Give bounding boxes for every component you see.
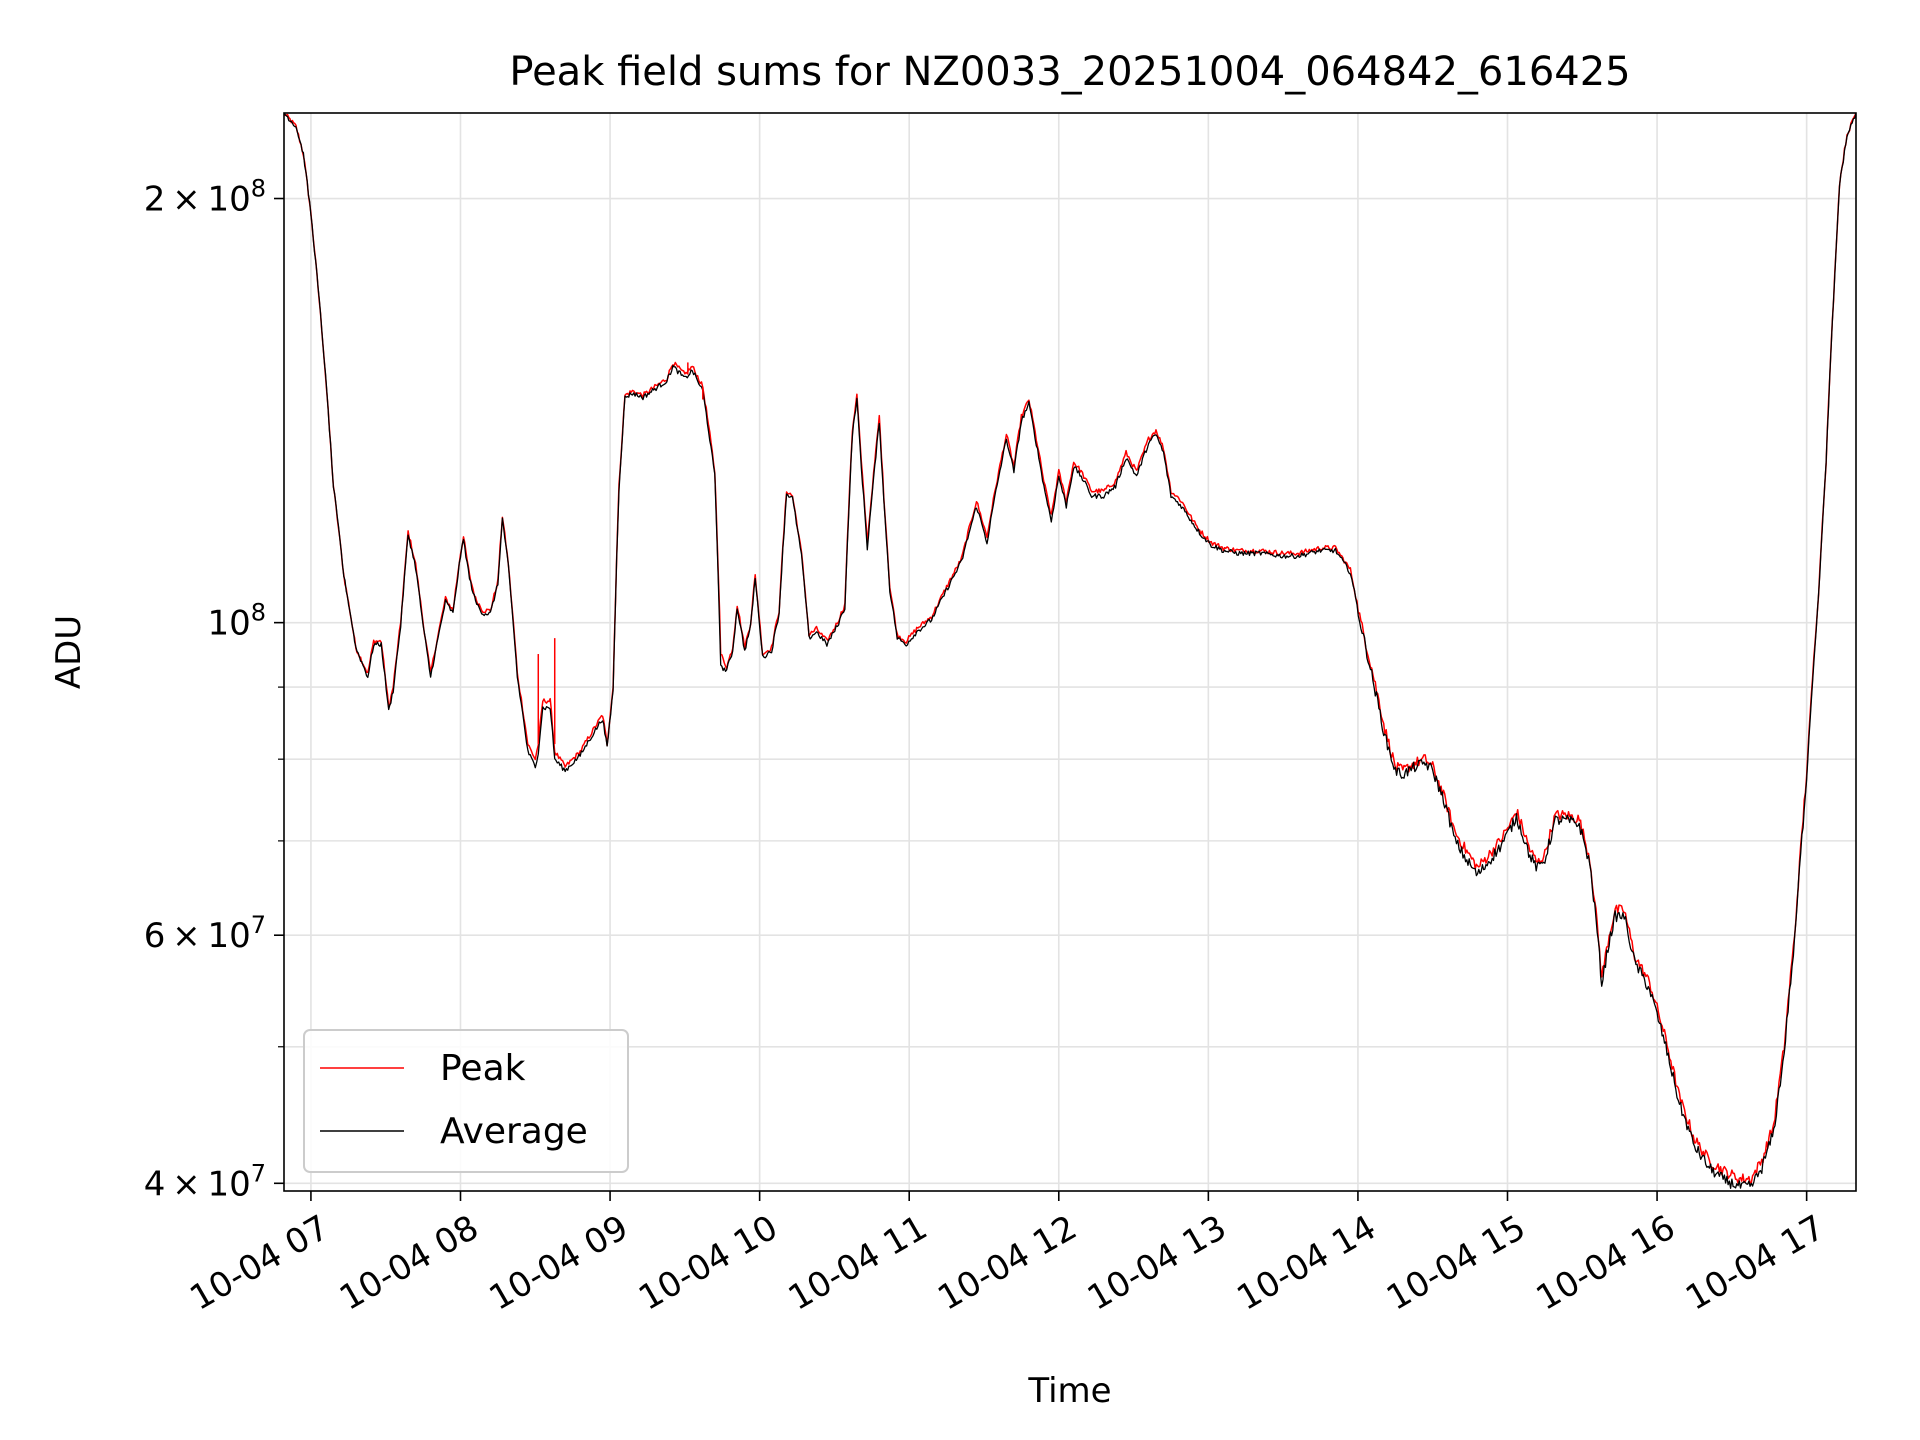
y-tick-label: 2 × 108 bbox=[144, 175, 266, 220]
legend-label-peak: Peak bbox=[440, 1048, 526, 1089]
y-axis-label: ADU bbox=[49, 615, 89, 689]
y-tick-label: 6 × 107 bbox=[144, 911, 266, 956]
series-layer bbox=[284, 113, 1856, 1189]
x-axis-label: Time bbox=[1027, 1371, 1111, 1411]
y-tick-label: 4 × 107 bbox=[144, 1159, 266, 1204]
plot-frame bbox=[283, 112, 1857, 1192]
legend-label-average: Average bbox=[440, 1111, 588, 1152]
y-tick-label: 108 bbox=[207, 599, 266, 644]
chart-title: Peak field sums for NZ0033_20251004_0648… bbox=[509, 49, 1630, 95]
legend: Peak Average bbox=[303, 1029, 629, 1173]
grid bbox=[284, 113, 1856, 1191]
legend-box bbox=[303, 1029, 629, 1173]
series-line-average bbox=[284, 113, 1856, 1189]
